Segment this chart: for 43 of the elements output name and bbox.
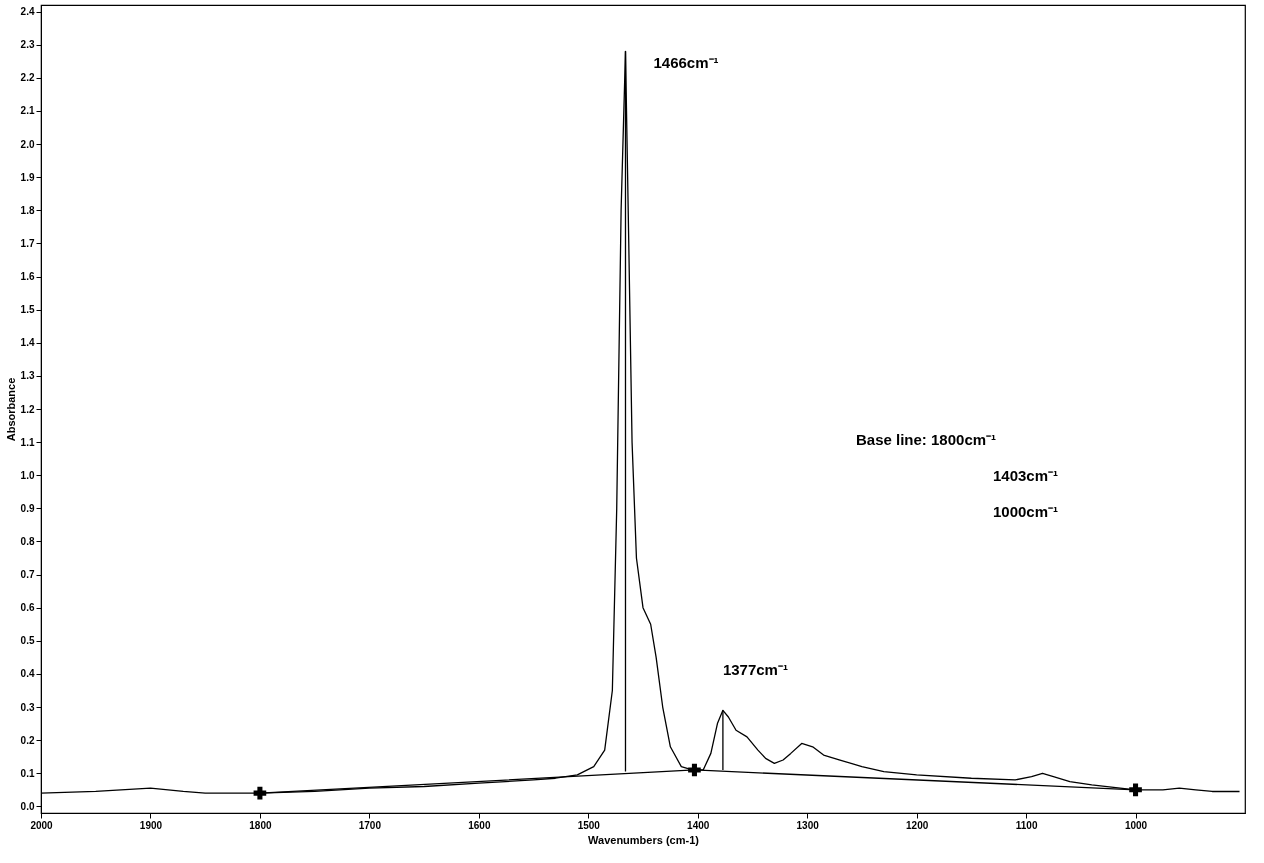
- y-tick-label: 0.8: [20, 535, 35, 547]
- annotation: 1000cm⁻¹: [993, 503, 1059, 520]
- y-tick-label: 2.3: [20, 39, 35, 51]
- y-tick-label: 0.1: [20, 767, 35, 779]
- y-tick-label: 0.5: [20, 635, 35, 647]
- y-axis-title: Absorbance: [4, 377, 17, 442]
- x-tick-label: 1100: [1015, 819, 1038, 831]
- y-tick-label: 0.0: [20, 800, 35, 812]
- y-tick-label: 1.8: [20, 204, 35, 216]
- x-tick-label: 1000: [1124, 819, 1148, 831]
- y-tick-label: 1.2: [20, 403, 35, 415]
- annotation: 1403cm⁻¹: [993, 467, 1059, 484]
- y-tick-label: 2.2: [20, 72, 35, 84]
- y-tick-label: 1.6: [20, 271, 35, 283]
- x-tick-label: 2000: [30, 819, 54, 831]
- y-tick-label: 0.4: [20, 668, 35, 680]
- x-tick-label: 1200: [906, 819, 929, 831]
- y-tick-label: 0.3: [20, 701, 35, 713]
- y-tick-label: 2.1: [20, 105, 35, 117]
- annotation: Base line: 1800cm⁻¹: [856, 431, 997, 448]
- y-tick-label: 1.4: [20, 337, 35, 349]
- x-tick-label: 1400: [687, 819, 710, 831]
- y-tick-label: 0.9: [20, 502, 35, 514]
- x-tick-label: 1800: [249, 819, 272, 831]
- annotation: 1377cm⁻¹: [722, 661, 788, 679]
- y-tick-label: 1.1: [20, 436, 35, 448]
- y-tick-label: 1.5: [20, 304, 35, 316]
- y-tick-label: 1.3: [20, 370, 35, 382]
- y-tick-label: 0.6: [20, 602, 35, 614]
- x-tick-label: 1300: [796, 819, 820, 831]
- x-tick-label: 1900: [139, 819, 163, 831]
- y-tick-label: 1.9: [20, 171, 35, 183]
- annotation: 1466cm⁻¹: [653, 54, 719, 72]
- y-tick-label: 0.2: [20, 734, 35, 746]
- y-tick-label: 1.0: [20, 469, 35, 481]
- y-tick-label: 0.7: [20, 569, 35, 581]
- x-tick-label: 1500: [577, 819, 601, 831]
- x-tick-label: 1700: [358, 819, 382, 831]
- x-axis-title: Wavenumbers (cm-1): [588, 833, 700, 846]
- x-tick-label: 1600: [468, 819, 491, 831]
- y-tick-label: 2.4: [20, 6, 35, 18]
- y-tick-label: 2.0: [20, 138, 35, 150]
- y-tick-label: 1.7: [20, 237, 35, 249]
